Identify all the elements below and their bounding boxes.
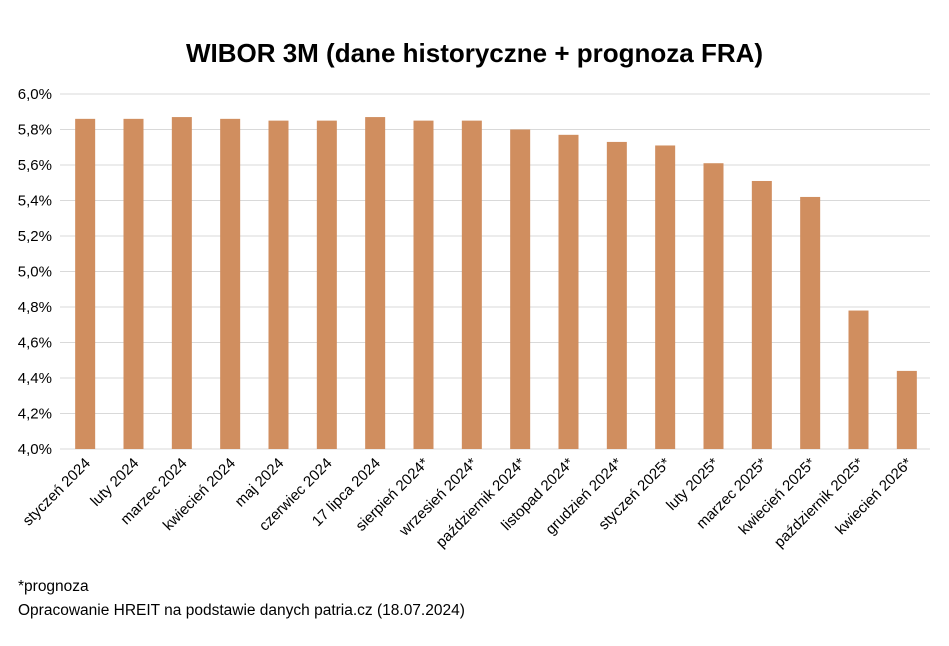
bar [751, 180, 772, 449]
bar [316, 120, 337, 449]
gridlines [60, 93, 930, 450]
y-tick-label: 4,2% [18, 406, 52, 423]
y-tick-label: 5,2% [18, 228, 52, 245]
bars [75, 117, 917, 450]
y-tick-label: 5,8% [18, 122, 52, 139]
y-tick-label: 5,0% [18, 264, 52, 281]
y-tick-label: 6,0% [18, 86, 52, 103]
bar [606, 141, 627, 450]
bar [896, 370, 917, 449]
bar [510, 129, 531, 449]
y-tick-label: 4,8% [18, 299, 52, 316]
source-note: Opracowanie HREIT na podstawie danych pa… [18, 602, 465, 619]
bar [848, 310, 869, 449]
x-tick-label: październik 2024* [433, 455, 529, 551]
bar [413, 120, 434, 449]
y-tick-label: 4,6% [18, 335, 52, 352]
x-tick-label: styczeń 2024 [19, 455, 94, 530]
bar [703, 163, 724, 449]
forecast-note: *prognoza [18, 578, 89, 595]
bar [365, 117, 386, 449]
bar [75, 118, 96, 449]
bar [800, 196, 821, 449]
x-tick-label: październik 2025* [771, 455, 867, 551]
bar [558, 134, 579, 449]
y-axis-ticks: 4,0% 4,2% 4,4% 4,6% 4,8% 5,0% 5,2% 5,4% 5,6% 5,8%… [18, 86, 52, 458]
bar [268, 120, 289, 449]
y-tick-label: 4,4% [18, 370, 52, 387]
bar [461, 120, 482, 449]
bar [220, 118, 241, 449]
y-tick-label: 5,4% [18, 193, 52, 210]
bar [123, 118, 144, 449]
y-tick-label: 4,0% [18, 441, 52, 458]
bar [171, 117, 192, 449]
y-tick-label: 5,6% [18, 157, 52, 174]
bar [655, 145, 676, 449]
chart-title: WIBOR 3M (dane historyczne + prognoza FR… [185, 38, 764, 68]
